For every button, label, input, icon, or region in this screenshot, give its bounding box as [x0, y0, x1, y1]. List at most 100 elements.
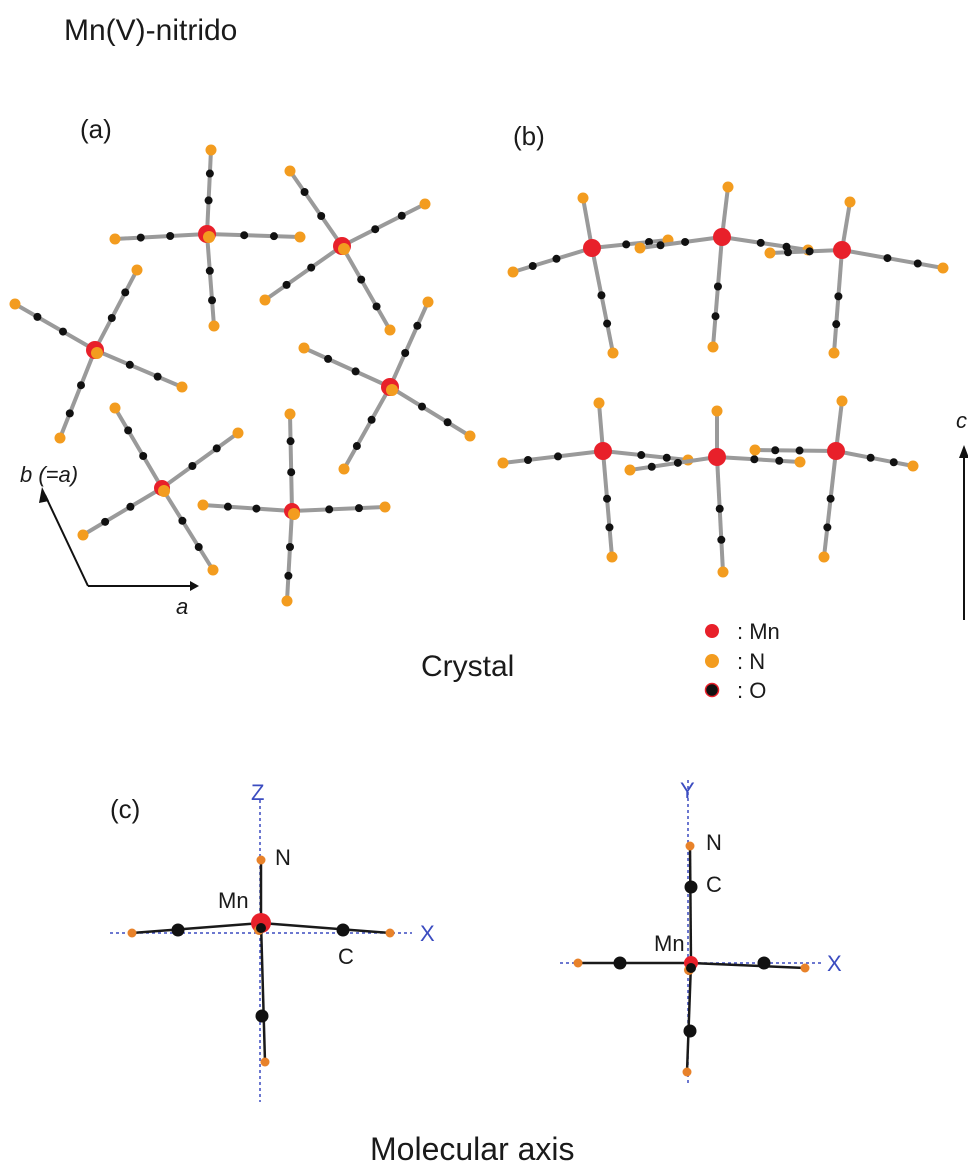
oxygen-atom: [834, 292, 843, 301]
bond: [716, 455, 801, 464]
bond: [58, 348, 97, 440]
oxygen-atom: [713, 282, 722, 291]
bond: [629, 455, 718, 472]
oxygen-atom: [647, 462, 656, 471]
oxygen-atom: [101, 517, 110, 526]
oxygen-atom: [212, 444, 221, 453]
oxygen-atom: [603, 319, 612, 328]
nitrogen-atom: [259, 294, 271, 306]
manganese-atom: [594, 442, 612, 460]
bond: [13, 302, 97, 352]
nitrido-nitrogen-atom: [158, 485, 170, 497]
bond: [201, 503, 294, 513]
nitrogen-atom: [844, 196, 856, 208]
oxygen-atom: [771, 446, 780, 455]
oxygen-atom: [139, 452, 148, 460]
nitrogen-atom: [9, 298, 21, 310]
oxygen-atom: [603, 494, 612, 503]
legend: : Mn : N : O: [704, 619, 780, 703]
oxygen-atom: [269, 232, 278, 241]
c-label-right: C: [706, 872, 722, 897]
molecular-caption: Molecular axis: [370, 1131, 575, 1167]
oxygen-atom: [656, 241, 665, 250]
oxygen-atom: [397, 211, 406, 220]
bond: [263, 244, 344, 302]
oxygen-atom: [756, 238, 765, 247]
oxygen-atom: [597, 291, 606, 300]
bond: [342, 385, 392, 471]
nitrogen-atom: [606, 551, 618, 563]
oxygen-atom: [637, 451, 646, 460]
oxygen-atom: [832, 320, 841, 329]
oxygen-atom: [352, 442, 361, 451]
nitrogen-atom: [77, 529, 89, 541]
axis-a-arrowhead: [190, 581, 199, 591]
nitrogen-atom: [717, 566, 729, 578]
oxygen-atom: [443, 418, 452, 427]
oxygen-atom: [300, 188, 309, 196]
oxygen-atom: [622, 240, 631, 249]
bond: [715, 456, 725, 573]
oxygen-atom: [286, 543, 294, 551]
oxygen-atom: [240, 231, 249, 240]
oxygen-atom: [711, 312, 720, 321]
carbon-atom: [336, 923, 350, 937]
nitrogen-atom: [624, 464, 636, 476]
bond: [754, 448, 837, 453]
bond: [721, 235, 809, 252]
bond: [205, 232, 302, 239]
bond: [160, 431, 240, 490]
nitrogen-atom: [818, 551, 830, 563]
bond: [160, 486, 215, 572]
bond: [639, 235, 723, 250]
nitrido-nitrogen-atom: [338, 243, 350, 255]
oxygen-atom: [307, 263, 316, 272]
oxygen-atom: [372, 302, 381, 311]
oxygen-atom: [205, 169, 214, 178]
c-label-left: C: [338, 944, 354, 969]
mn-label-right: Mn: [654, 931, 685, 956]
nitrogen-atom: [836, 395, 848, 407]
nitrido-nitrogen-atom: [386, 384, 398, 396]
bond: [685, 962, 693, 1073]
bond: [601, 450, 614, 558]
legend-n-marker: [705, 654, 719, 668]
nitrogen-atom: [208, 320, 220, 332]
oxygen-atom: [223, 502, 232, 511]
legend-o-marker: [704, 682, 720, 698]
nitrogen-atom: [109, 233, 121, 245]
oxygen-atom: [552, 254, 561, 263]
bond: [288, 412, 294, 513]
nitrogen-atom: [54, 432, 66, 444]
panel-a-crystal-ab: [9, 144, 476, 607]
oxygen-atom: [125, 360, 134, 369]
axis-a-label: a: [176, 594, 188, 619]
nitrogen-atom: [593, 397, 605, 409]
nitrogen-atom: [685, 841, 695, 851]
oxygen-atom: [784, 248, 792, 257]
nitrogen-atom: [385, 928, 395, 938]
oxygen-atom: [204, 196, 213, 205]
molecule-xy: Y X N C Mn: [560, 778, 842, 1085]
oxygen-atom: [795, 446, 804, 455]
bond: [832, 249, 844, 354]
axis-b-label: b (=a): [20, 462, 78, 487]
oxygen-atom: [33, 312, 42, 321]
bond: [340, 244, 392, 332]
oxygen-atom: [866, 453, 875, 462]
oxygen-atom: [287, 468, 296, 477]
panel-b-crystal-c: [497, 181, 949, 578]
oxygen-atom: [205, 266, 214, 275]
oxygen-atom: [286, 437, 295, 446]
nitrogen-atom: [707, 341, 719, 353]
bond: [388, 300, 430, 389]
oxygen-atom: [673, 458, 682, 467]
axis-c-label: c: [956, 408, 967, 433]
panel-label-a: (a): [80, 114, 112, 144]
bond: [302, 346, 392, 389]
bond: [285, 509, 294, 603]
carbon-atom: [255, 1009, 269, 1023]
bond: [688, 845, 693, 964]
nitrogen-atom: [298, 342, 310, 354]
bond: [602, 449, 689, 462]
